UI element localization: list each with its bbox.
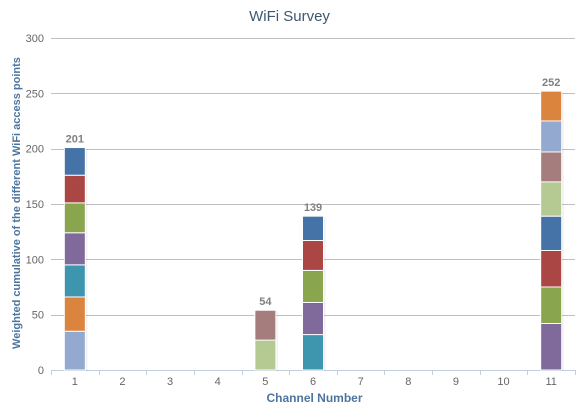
- bar-segment: [63, 330, 86, 371]
- x-tick-label: 1: [72, 376, 78, 388]
- y-tick-label: 100: [26, 254, 44, 266]
- x-tick-label: 3: [167, 376, 173, 388]
- x-tick-label: 10: [497, 376, 509, 388]
- bar-segment: [302, 334, 324, 371]
- bar-segment: [63, 174, 86, 204]
- x-tick-label: 7: [358, 376, 364, 388]
- bar-segment: [254, 309, 277, 341]
- bar-segment: [540, 323, 563, 371]
- stack-total-label: 252: [542, 77, 560, 89]
- bar-segment: [302, 301, 324, 336]
- bar-segment: [302, 269, 324, 303]
- bar-segment: [302, 240, 324, 271]
- y-tick-label: 150: [26, 199, 44, 211]
- x-tick-label: 5: [262, 376, 268, 388]
- bar-segment: [254, 339, 277, 371]
- bar-segment: [540, 151, 563, 183]
- bar-segment: [540, 120, 563, 153]
- chart-title: WiFi Survey: [249, 8, 330, 25]
- bar-segment: [540, 249, 563, 288]
- x-tick-label: 8: [405, 376, 411, 388]
- x-tick-label: 9: [453, 376, 459, 388]
- y-tick-label: 50: [32, 310, 44, 322]
- y-axis-title: Weighted cumulative of the different WiF…: [11, 57, 23, 349]
- stack-total-label: 201: [66, 134, 84, 146]
- bar-segment: [63, 232, 86, 266]
- bar-segment: [302, 215, 324, 242]
- x-tick-label: 11: [545, 376, 556, 388]
- y-tick-label: 0: [38, 365, 44, 377]
- bar-segment: [63, 202, 86, 234]
- x-tick-label: 4: [215, 376, 221, 388]
- y-tick-label: 300: [26, 33, 44, 45]
- bar-segment: [540, 286, 563, 325]
- y-tick-label: 200: [26, 144, 44, 156]
- x-tick-label: 2: [119, 376, 125, 388]
- bar-segment: [63, 147, 86, 176]
- y-tick-label: 250: [26, 88, 44, 100]
- bar-segment: [63, 296, 86, 332]
- bar-segment: [540, 90, 563, 122]
- stack-total-label: 54: [259, 296, 272, 308]
- x-axis-title: Channel Number: [266, 391, 363, 405]
- bar-segment: [540, 181, 563, 217]
- bar-segment: [540, 215, 563, 251]
- bar-segment: [63, 264, 86, 298]
- stack-total-label: 139: [304, 202, 322, 214]
- x-tick-label: 6: [310, 376, 316, 388]
